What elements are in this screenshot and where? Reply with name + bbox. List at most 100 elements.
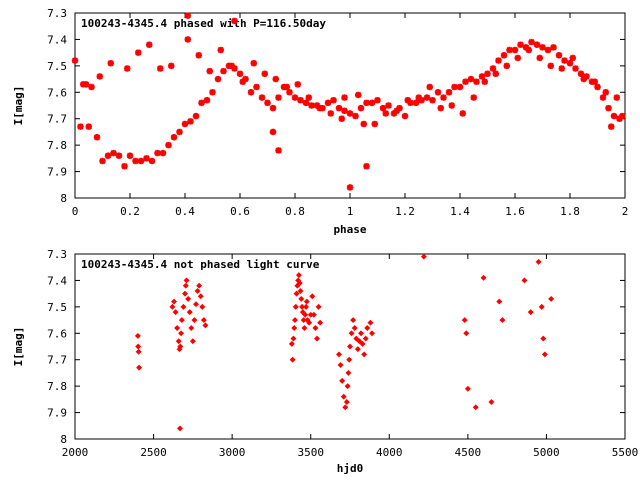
data-point (448, 102, 455, 109)
data-point (289, 356, 296, 363)
data-point (445, 89, 453, 96)
data-point (456, 83, 464, 91)
data-point (93, 134, 101, 141)
x-tick-label: 1.4 (450, 205, 470, 218)
data-point (294, 81, 301, 88)
x-tick-label: 0 (72, 205, 79, 218)
data-point (309, 293, 316, 300)
data-point (126, 152, 134, 159)
data-point (346, 110, 354, 117)
data-point (336, 351, 342, 358)
data-point (566, 60, 574, 67)
data-point (293, 290, 300, 297)
data-point (182, 290, 188, 297)
data-point (253, 83, 260, 91)
data-point (353, 335, 360, 342)
data-point (337, 362, 344, 368)
data-point (363, 99, 370, 107)
y-axis-label: I[mag] (12, 86, 25, 126)
data-point (359, 340, 366, 347)
data-point (426, 83, 433, 91)
data-point (272, 75, 279, 83)
data-point (134, 332, 141, 339)
x-tick-label: 5000 (533, 446, 560, 459)
data-point (136, 364, 143, 371)
data-point (459, 110, 466, 117)
data-point (599, 94, 607, 101)
data-point (550, 44, 557, 51)
data-point (361, 351, 368, 358)
data-point (481, 78, 488, 85)
data-point (539, 44, 546, 51)
data-point (367, 319, 374, 326)
data-point (536, 54, 543, 62)
x-tick-label: 0.2 (120, 205, 140, 218)
data-point (206, 67, 213, 75)
data-point (110, 149, 117, 157)
data-point (360, 120, 367, 128)
data-point (374, 97, 381, 104)
chart-title: 100243-4345.4 phased with P=116.50day (81, 17, 326, 30)
data-point (188, 325, 195, 331)
data-point (132, 157, 139, 165)
data-point (343, 399, 350, 405)
data-point (569, 54, 576, 62)
x-tick-label: 5500 (612, 446, 639, 459)
data-point (288, 340, 295, 347)
data-point (330, 97, 337, 104)
data-point (291, 325, 298, 331)
data-point (561, 57, 568, 64)
y-tick-label: 7.7 (47, 113, 67, 126)
data-point (172, 309, 179, 316)
data-point (137, 157, 145, 165)
data-point (146, 41, 153, 48)
x-tick-label: 2 (622, 205, 629, 218)
data-point (362, 335, 369, 342)
data-point (451, 83, 458, 91)
data-point (423, 94, 431, 101)
data-point (295, 272, 302, 279)
data-point (135, 343, 142, 350)
data-point (472, 404, 479, 411)
data-point (314, 335, 320, 342)
data-point (77, 123, 84, 130)
x-tick-label: 4500 (455, 446, 482, 459)
data-point (480, 274, 487, 281)
data-point (228, 62, 235, 70)
data-point (527, 309, 534, 316)
data-point (525, 46, 532, 54)
data-point (467, 75, 475, 83)
data-point (301, 325, 308, 331)
data-point (357, 104, 365, 112)
data-point (198, 99, 205, 107)
data-point (195, 52, 202, 59)
data-point (159, 149, 167, 157)
data-point (308, 102, 315, 109)
x-axis-label: hjd0 (337, 462, 364, 475)
x-tick-label: 2500 (140, 446, 167, 459)
data-point (605, 104, 612, 112)
data-point (85, 123, 92, 130)
plot-frame (74, 12, 626, 199)
data-point (489, 65, 497, 72)
data-point (296, 280, 303, 287)
data-point (517, 41, 524, 48)
data-point (613, 94, 620, 101)
data-point (193, 301, 199, 308)
data-point (121, 163, 128, 170)
data-point (558, 65, 565, 72)
data-point (339, 377, 346, 384)
data-point (340, 393, 347, 400)
data-point (602, 89, 609, 96)
data-point (412, 99, 420, 107)
data-point (171, 298, 177, 305)
data-point (182, 282, 189, 289)
data-point (347, 343, 353, 350)
data-point (346, 184, 354, 191)
data-point (473, 78, 480, 85)
data-point (500, 52, 508, 59)
data-point (124, 65, 131, 72)
data-point (506, 46, 513, 54)
data-point (165, 141, 172, 149)
y-tick-label: 7.8 (47, 380, 67, 393)
